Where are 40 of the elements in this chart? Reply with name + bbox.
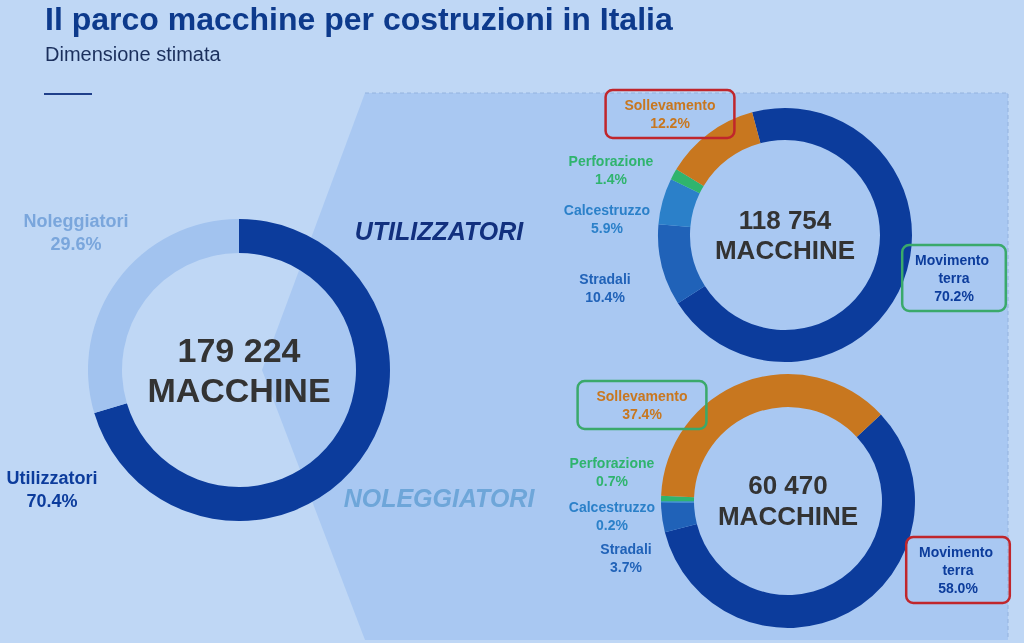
donut-slice	[661, 495, 695, 502]
data-label: 58.0%	[938, 580, 979, 597]
text: 179 224	[176, 330, 302, 370]
data-label: 70.2%	[934, 288, 975, 305]
text: NOLEGGIATORI	[343, 483, 535, 513]
chart-title: Il parco macchine per costruzioni in Italia	[45, 1, 673, 38]
text: MACCHINE	[714, 235, 856, 265]
slice-label: Sollevamento	[596, 388, 688, 405]
text: 60 470	[747, 470, 829, 501]
data-label: 1.4%	[595, 171, 628, 188]
donut-slice	[658, 179, 700, 227]
slice-label: Perforazione	[569, 455, 655, 472]
donut-slice	[670, 169, 704, 194]
data-label: 3.7%	[610, 559, 643, 576]
text: UTILIZZATORI	[354, 216, 524, 246]
data-label: 12.2%	[650, 115, 691, 132]
slice-label: Noleggiatori	[23, 210, 129, 231]
text: MACCHINE	[147, 370, 331, 410]
slice-label: Calcestruzzo	[568, 499, 656, 516]
slice-label: Sollevamento	[624, 97, 716, 114]
text: MACCHINE	[717, 501, 859, 532]
data-label: 37.4%	[622, 406, 663, 423]
slice-label: Perforazione	[568, 153, 654, 170]
slice-label: Movimento terra	[915, 252, 993, 287]
data-label: 29.6%	[50, 233, 102, 254]
text: 118 754	[737, 205, 833, 235]
slice-label: Stradali	[600, 541, 652, 558]
data-label: 10.4%	[585, 289, 626, 306]
slice-label: Calcestruzzo	[563, 202, 651, 219]
slice-label: Utilizzatori	[6, 467, 98, 488]
slice-label: Movimento terra	[919, 544, 997, 579]
donut-slice	[661, 502, 697, 533]
slice-label: Stradali	[579, 271, 631, 288]
data-label: 5.9%	[591, 220, 624, 237]
data-label: 0.2%	[596, 517, 629, 534]
chart-subtitle: Dimensione stimata	[45, 43, 221, 66]
data-label: 0.7%	[596, 473, 629, 490]
data-label: 70.4%	[26, 490, 78, 511]
donut-slice	[664, 414, 915, 628]
donut-slice	[658, 224, 705, 304]
